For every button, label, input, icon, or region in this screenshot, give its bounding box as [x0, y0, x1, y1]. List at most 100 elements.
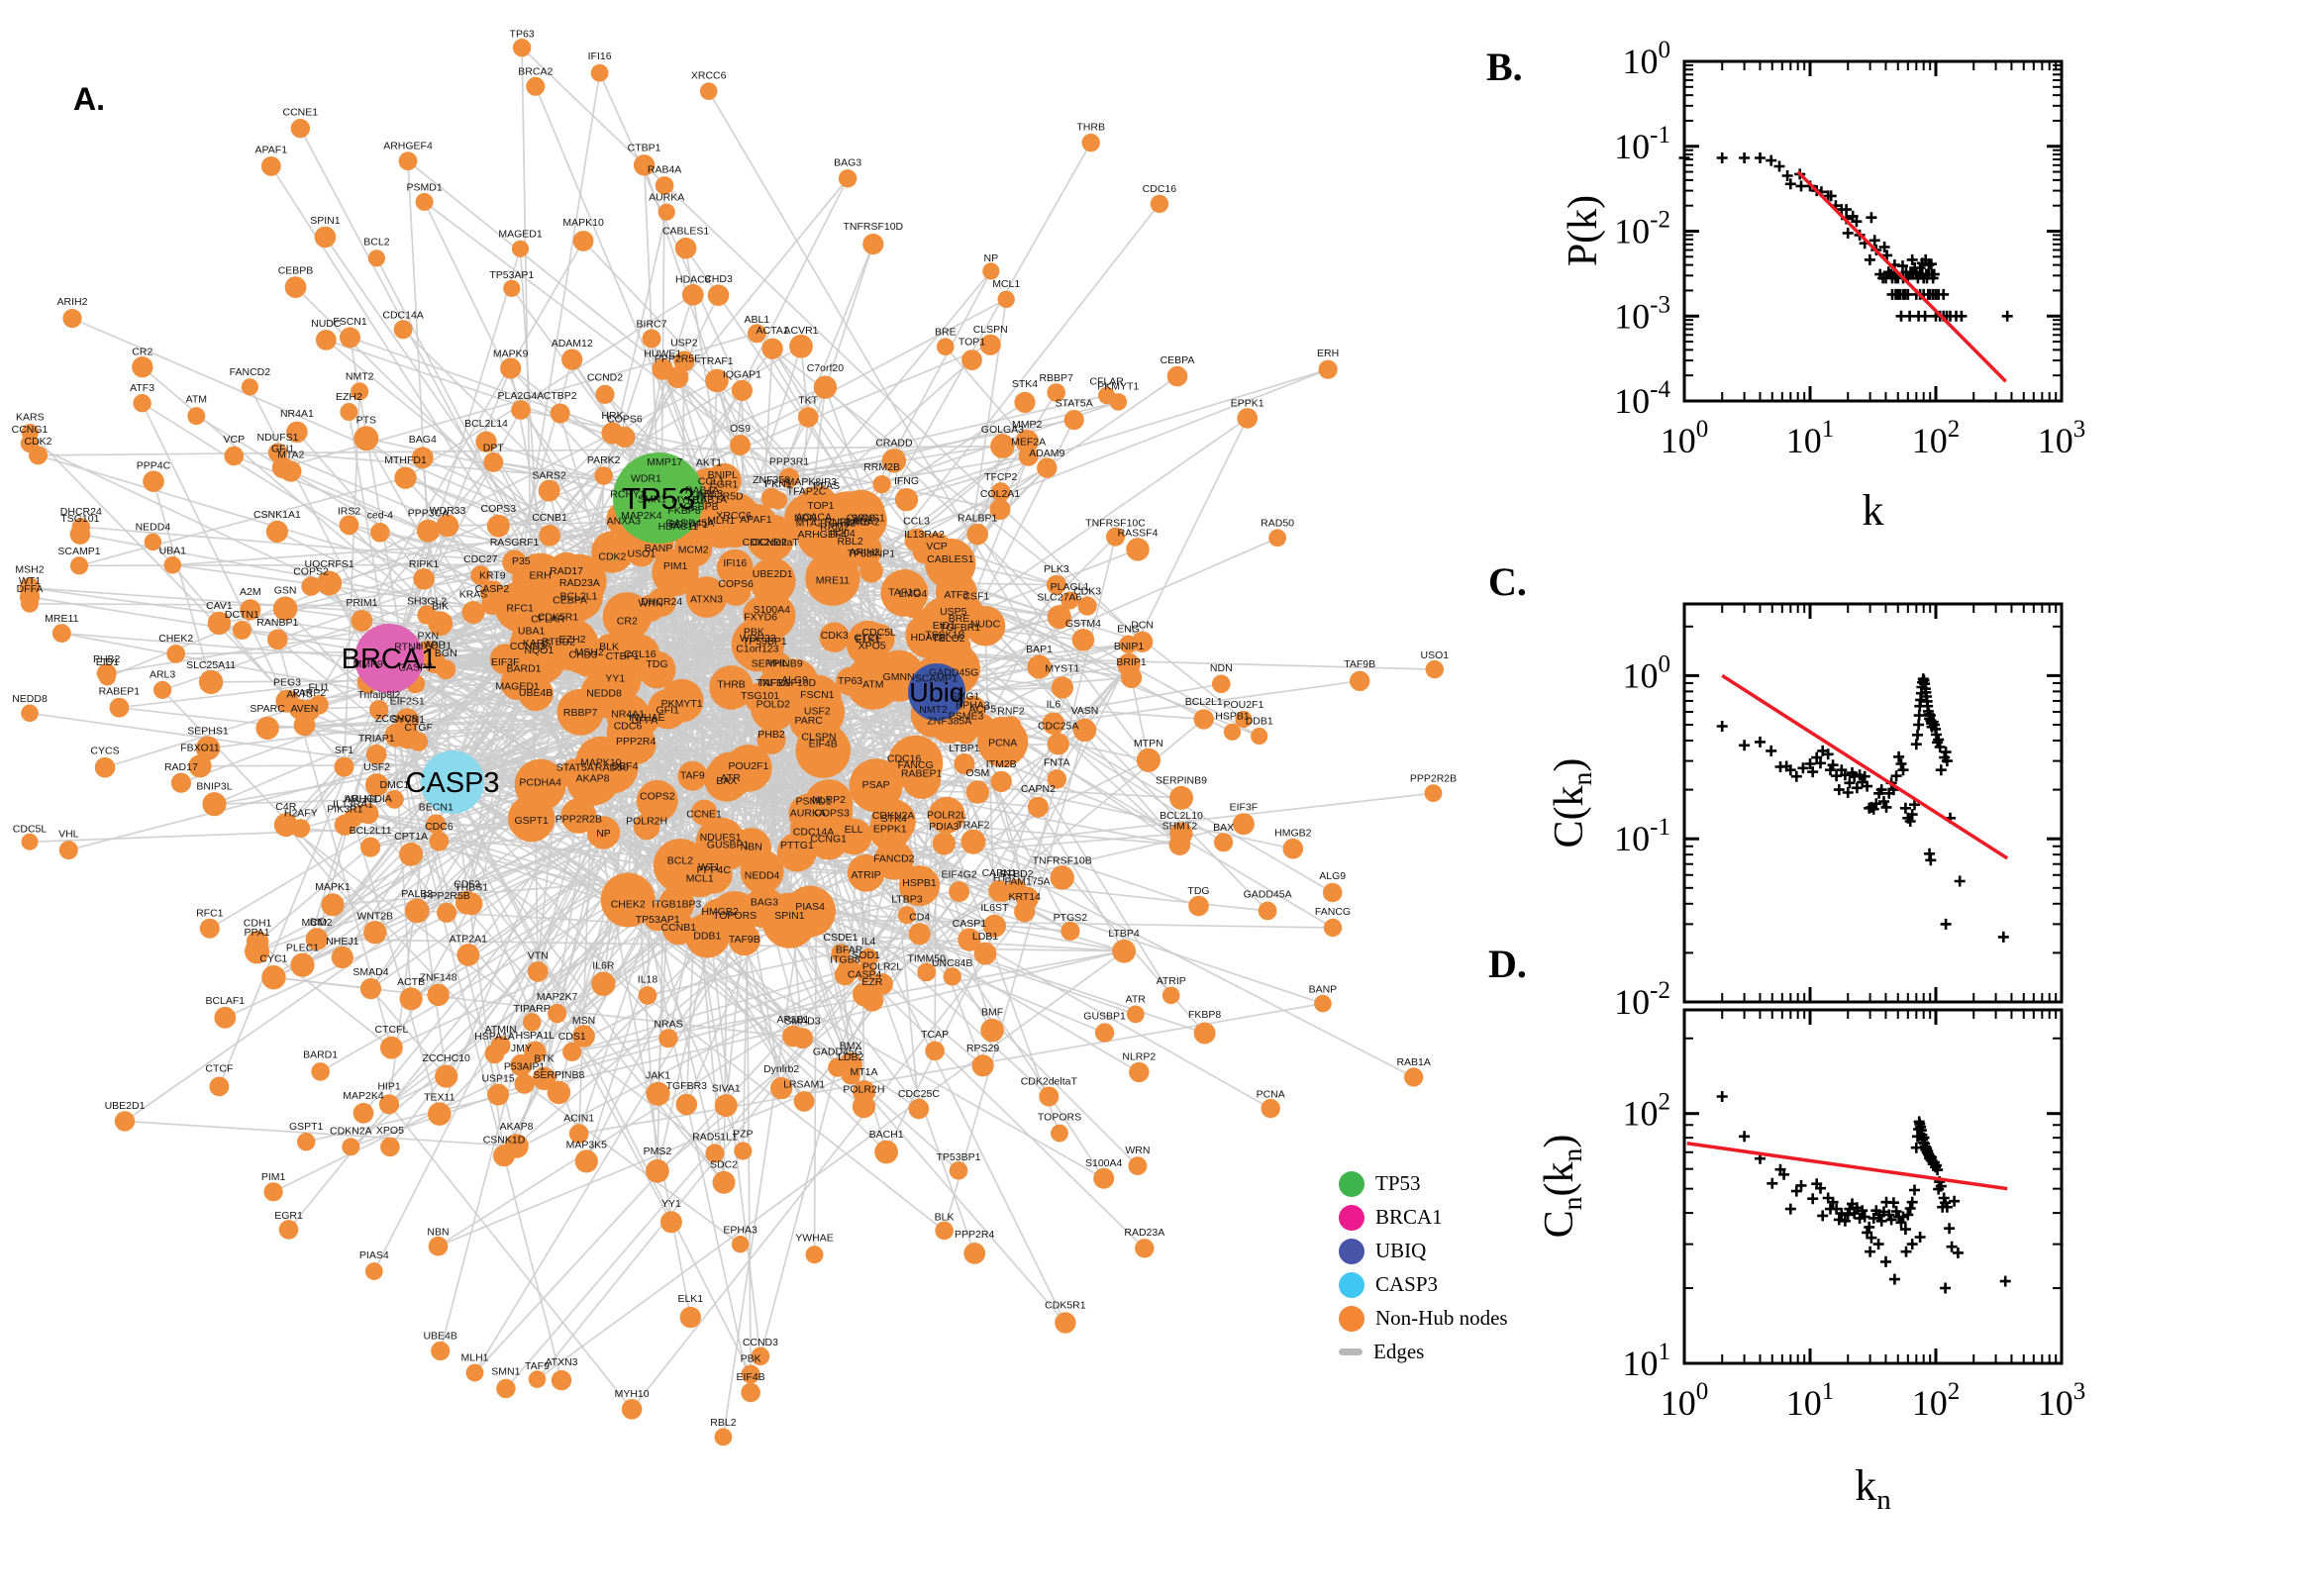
node-label: C7orf20	[807, 362, 845, 374]
network-node	[631, 705, 658, 733]
node-label: ZCCHC8	[375, 713, 418, 725]
node-label: USP2	[670, 338, 698, 349]
node-label: VTN	[528, 949, 549, 961]
network-node	[511, 629, 567, 685]
node-label: CR2	[132, 347, 152, 358]
legend-label: TP53	[1375, 1171, 1421, 1195]
node-label: CCL3	[903, 516, 930, 528]
network-node	[903, 598, 923, 619]
network-node	[363, 921, 387, 945]
node-label: MAPK10	[562, 217, 604, 229]
network-node	[789, 334, 813, 358]
node-label: FKBP8	[667, 505, 700, 517]
node-label: APAF1	[255, 145, 288, 156]
network-node	[428, 1102, 452, 1126]
node-label: BCL2	[667, 855, 693, 867]
node-label: PCNA	[988, 738, 1017, 749]
node-label: NLRP2	[812, 794, 846, 806]
node-label: IL6ST	[980, 902, 1009, 914]
node-label: GOLGA3	[981, 424, 1024, 436]
node-label: LTBP4	[1108, 928, 1139, 940]
network-node	[591, 971, 616, 996]
node-label: CDS1	[558, 1031, 586, 1043]
node-label: CCNG1	[12, 424, 49, 436]
network-node	[705, 1144, 725, 1163]
node-swatch-icon	[1339, 1170, 1364, 1197]
node-label: FANCG	[898, 759, 934, 771]
network-node	[699, 82, 718, 100]
node-label: CASP1	[953, 918, 987, 930]
node-label: Dynlrb2	[763, 1063, 799, 1075]
legend-item-ubiq: UBIQ	[1339, 1238, 1508, 1264]
node-label: AKAP8	[500, 1121, 534, 1133]
legend: TP53 BRCA1 UBIQ CASP3 Non-Hub nodes Edges	[1339, 1170, 1508, 1365]
network-node	[1258, 901, 1277, 921]
node-label: GUSBP1	[707, 839, 750, 850]
network-node	[777, 832, 817, 872]
node-label: RBL2	[837, 536, 862, 548]
node-label: HMGB2	[1274, 827, 1312, 839]
node-label: BTBD2	[1000, 868, 1034, 880]
node-label: ELL	[845, 824, 863, 836]
network-node	[353, 1102, 374, 1124]
network-node	[1169, 822, 1193, 846]
network-node	[1350, 670, 1370, 691]
node-label: C4R	[275, 801, 296, 813]
node-label: TDG	[647, 658, 668, 670]
network-node	[539, 525, 560, 547]
node-label: RNF144B	[825, 517, 870, 529]
node-swatch-icon	[1339, 1238, 1364, 1264]
network-svg: USF2 MCM2 CDC6 COPS6 CCND2 COPS2 CCNB1 CDK3 COPS…	[12, 28, 1457, 1446]
node-label: FSCN1	[800, 689, 835, 701]
node-label: BAG3	[751, 896, 778, 908]
node-label: CTBP1	[628, 143, 661, 154]
node-label: TGFBR3	[666, 1080, 708, 1092]
node-label: RFC1	[196, 908, 224, 920]
network-node	[747, 324, 766, 344]
node-label: STAT5A	[556, 762, 594, 774]
network-node	[917, 962, 937, 982]
node-label: THRB	[1076, 122, 1105, 134]
node-label: BTK	[534, 1053, 554, 1065]
network-node	[1237, 408, 1258, 429]
node-label: BAP1	[1026, 644, 1053, 655]
node-label: TOPORS	[1038, 1112, 1081, 1124]
node-label: SDC2	[710, 1158, 738, 1170]
network-node	[751, 1347, 770, 1366]
node-label: COPS6	[718, 578, 754, 590]
network-node	[1047, 733, 1069, 755]
network-node	[339, 515, 359, 536]
node-label: TSG101	[60, 513, 99, 525]
network-node	[602, 592, 652, 642]
node-label: POU2F1	[1223, 699, 1263, 711]
node-label: BTBD2	[542, 637, 575, 648]
network-node	[857, 634, 887, 665]
node-label: GADD45G	[813, 1047, 862, 1058]
node-label: RPS29	[966, 1043, 999, 1054]
node-label: CTBP2	[544, 390, 577, 402]
node-label: JAK1	[646, 1070, 670, 1082]
network-node	[730, 435, 751, 455]
node-label: USF2	[363, 761, 390, 773]
node-label: HMGB2	[701, 906, 739, 918]
node-label: PPP4C	[137, 460, 171, 472]
network-node	[594, 466, 613, 485]
node-label: CCL16	[624, 648, 656, 660]
network-node	[260, 156, 281, 176]
node-label: CCL1	[698, 476, 725, 488]
network-node	[874, 1140, 898, 1164]
node-label: YWHAE	[627, 712, 665, 724]
network-node	[574, 1149, 598, 1173]
node-label: CCNE1	[686, 809, 722, 821]
node-label: SEPHS1	[187, 725, 229, 737]
network-node	[413, 568, 435, 590]
network-node	[475, 431, 497, 452]
network-node	[964, 603, 988, 628]
node-label: HSPA1A	[474, 1031, 515, 1043]
network-node	[736, 629, 779, 672]
node-label: PLAGL1	[1051, 581, 1090, 593]
network-node	[655, 176, 674, 195]
network-node	[828, 1057, 848, 1077]
node-label: PPP2R5B	[423, 890, 469, 902]
network-node	[932, 832, 956, 855]
